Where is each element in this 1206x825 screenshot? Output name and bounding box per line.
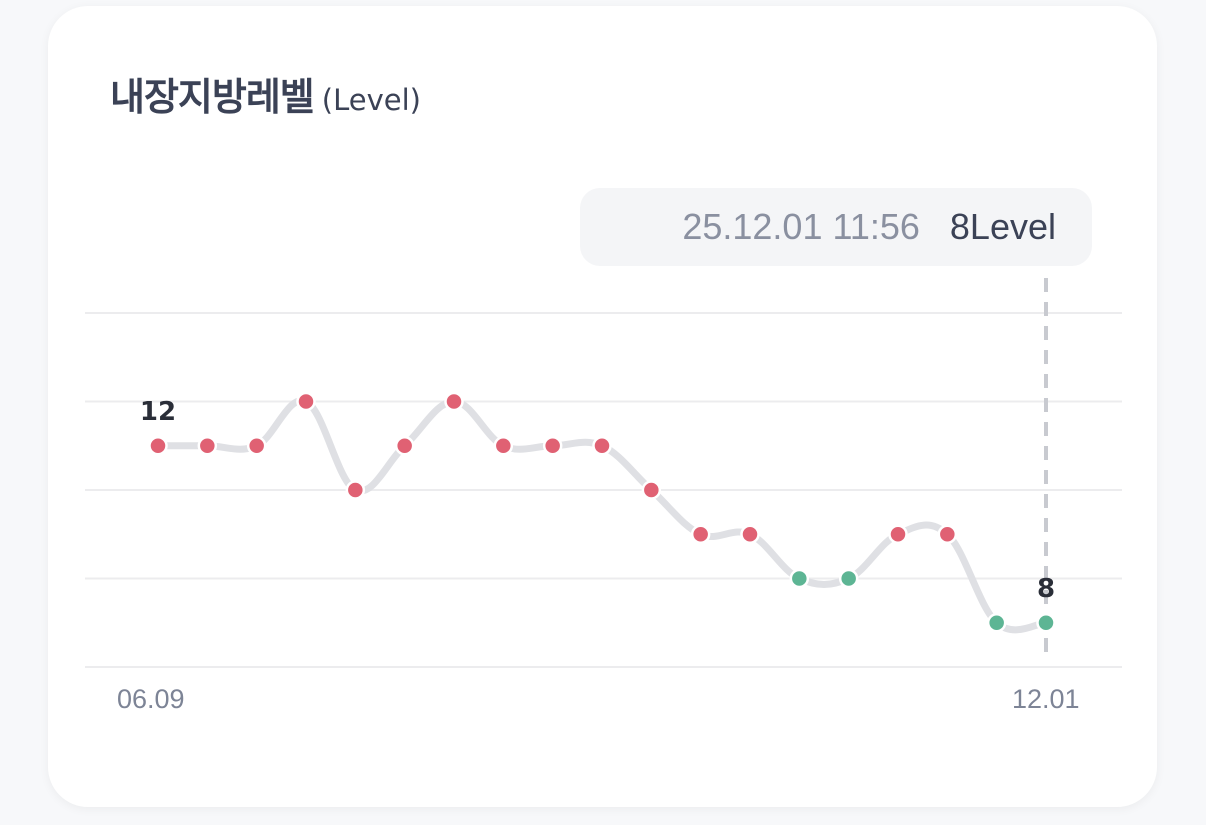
unit-label: (Level) xyxy=(321,83,421,117)
data-point xyxy=(148,436,168,456)
data-point xyxy=(296,391,316,412)
x-tick-label-start: 06.09 xyxy=(117,684,185,714)
data-label: 12 xyxy=(140,397,176,427)
tooltip-date: 25.12.01 11:56 xyxy=(682,206,920,247)
data-point xyxy=(641,480,662,500)
data-point xyxy=(444,391,464,412)
data-point xyxy=(493,436,514,456)
data-label: 8 xyxy=(1037,574,1055,604)
data-point xyxy=(937,524,958,544)
data-point xyxy=(888,524,908,544)
title-text: 내장지방레벨 xyxy=(110,75,315,119)
data-point xyxy=(246,436,267,456)
data-point xyxy=(1036,613,1056,633)
tooltip-value: 8Level xyxy=(949,206,1056,247)
data-point xyxy=(740,524,760,544)
card-title: 내장지방레벨 (Level) xyxy=(110,66,421,121)
data-point xyxy=(986,613,1007,633)
x-tick-label-end: 12.01 xyxy=(1012,684,1080,714)
visceral-fat-card xyxy=(48,6,1157,807)
data-point xyxy=(838,568,859,589)
data-point xyxy=(197,436,218,456)
data-point xyxy=(345,480,366,500)
data-point xyxy=(394,436,415,456)
chart-tooltip: 25.12.01 11:56 8Level xyxy=(580,188,1092,266)
data-point xyxy=(789,568,810,589)
data-point xyxy=(592,436,612,456)
data-point xyxy=(690,524,711,544)
series-line xyxy=(154,397,1050,634)
data-point xyxy=(542,436,563,456)
